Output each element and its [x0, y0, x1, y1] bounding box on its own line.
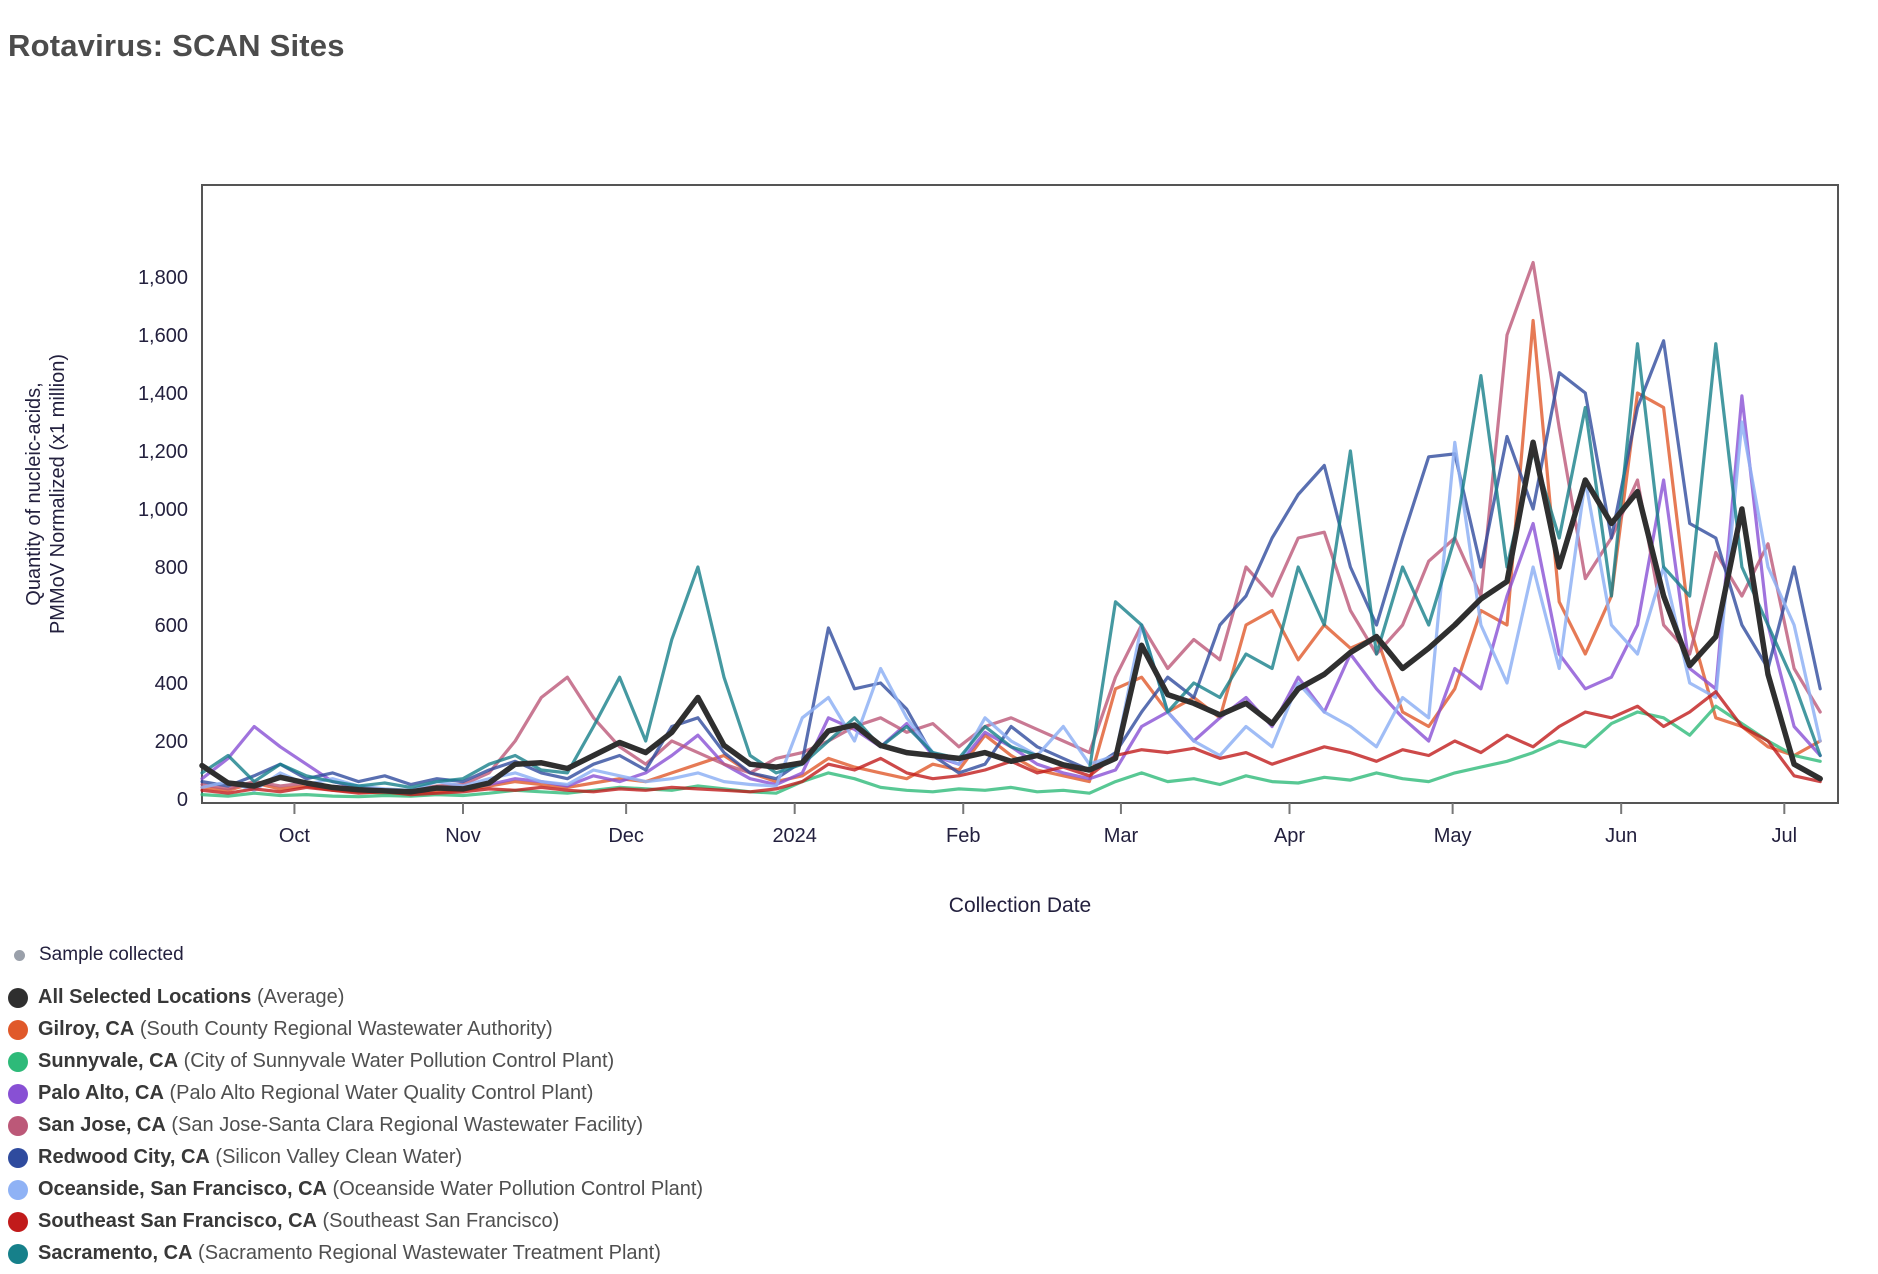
x-tick-label: Mar [1104, 825, 1139, 847]
legend-label-all-selected-locations: All Selected Locations (Average) [38, 986, 345, 1008]
y-tick-label: 600 [155, 615, 188, 637]
legend-label-sacramento-ca: Sacramento, CA (Sacramento Regional Wast… [38, 1242, 661, 1264]
legend-swatch-sunnyvale-ca [8, 1051, 28, 1072]
legend-item-sacramento-ca: Sacramento, CA (Sacramento Regional Wast… [8, 1242, 703, 1265]
series-line-redwood-city-ca [200, 339, 1822, 788]
legend-items: All Selected Locations (Average) Gilroy, … [8, 986, 703, 1265]
legend-label-sunnyvale-ca: Sunnyvale, CA (City of Sunnyvale Water P… [38, 1050, 615, 1072]
y-tick-label: 400 [155, 673, 188, 695]
y-tick-label: 800 [155, 557, 188, 579]
x-tick-label: 2024 [772, 825, 817, 847]
series-line-sacramento-ca [200, 342, 1822, 790]
legend-swatch-palo-alto-ca [8, 1083, 28, 1104]
legend-item-all-selected-locations: All Selected Locations (Average) [8, 986, 703, 1009]
legend-item-redwood-city-ca: Redwood City, CA (Silicon Valley Clean W… [8, 1146, 703, 1169]
y-tick-label: 1,200 [138, 441, 188, 463]
legend-label-southeast-san-francisco-ca: Southeast San Francisco, CA (Southeast S… [38, 1210, 560, 1232]
series-line-san-jose-ca [200, 260, 1822, 794]
legend-label-gilroy-ca: Gilroy, CA (South County Regional Wastew… [38, 1018, 553, 1040]
y-tick-label: 200 [155, 731, 188, 753]
legend-item-san-jose-ca: San Jose, CA (San Jose-Santa Clara Regio… [8, 1114, 703, 1137]
series-line-all-selected-locations [199, 439, 1823, 795]
legend-item-palo-alto-ca: Palo Alto, CA (Palo Alto Regional Water … [8, 1082, 703, 1105]
legend-label-san-jose-ca: San Jose, CA (San Jose-Santa Clara Regio… [38, 1114, 644, 1136]
legend-item-gilroy-ca: Gilroy, CA (South County Regional Wastew… [8, 1018, 703, 1041]
legend-swatch-gilroy-ca [8, 1019, 28, 1040]
y-axis-title: Quantity of nucleic-acids, [23, 382, 45, 605]
x-axis-title: Collection Date [949, 894, 1091, 917]
x-tick-label: Nov [445, 825, 481, 847]
y-tick-label: 1,600 [138, 325, 188, 347]
y-tick-label: 1,400 [138, 383, 188, 405]
x-tick-label: Oct [279, 825, 311, 847]
legend-label-redwood-city-ca: Redwood City, CA (Silicon Valley Clean W… [38, 1146, 463, 1168]
plot-area[interactable] [201, 184, 1839, 804]
legend-swatch-oceanside-san-francisco-ca [8, 1179, 28, 1200]
legend-swatch-all-selected-locations [8, 987, 28, 1008]
legend-swatch-southeast-san-francisco-ca [8, 1211, 28, 1232]
page-title: Rotavirus: SCAN Sites [8, 28, 345, 63]
x-tick-label: Feb [946, 825, 980, 847]
sample-collected-legend: Sample collected [14, 944, 703, 966]
x-tick-label: Jul [1772, 825, 1798, 847]
series-line-sunnyvale-ca [200, 704, 1822, 799]
x-tick-label: Jun [1605, 825, 1637, 847]
series-line-palo-alto-ca [200, 394, 1822, 794]
legend-item-southeast-san-francisco-ca: Southeast San Francisco, CA (Southeast S… [8, 1210, 703, 1233]
legend-label-oceanside-san-francisco-ca: Oceanside, San Francisco, CA (Oceanside … [38, 1178, 704, 1200]
x-tick-label: Apr [1274, 825, 1305, 847]
legend-item-oceanside-san-francisco-ca: Oceanside, San Francisco, CA (Oceanside … [8, 1178, 703, 1201]
rotavirus-line-chart: 0 200 400 600 800 1,000 1,200 1,400 1,600 1,800 Oc… [23, 184, 1839, 917]
y-axis-title: PMMoV Normalized (x1 million) [47, 354, 69, 634]
legend-swatch-sacramento-ca [8, 1243, 28, 1264]
legend-item-sunnyvale-ca: Sunnyvale, CA (City of Sunnyvale Water P… [8, 1050, 703, 1073]
y-tick-label: 0 [177, 789, 188, 811]
x-tick-label: Dec [608, 825, 644, 847]
sample-collected-dot-icon [14, 949, 25, 961]
x-tick-label: May [1434, 825, 1472, 847]
y-tick-label: 1,000 [138, 499, 188, 521]
chart-legend: Sample collected All Selected Locations … [8, 944, 703, 1274]
legend-swatch-redwood-city-ca [8, 1147, 28, 1168]
legend-swatch-san-jose-ca [8, 1115, 28, 1136]
series-line-oceanside-san-francisco-ca [200, 420, 1822, 792]
legend-label-palo-alto-ca: Palo Alto, CA (Palo Alto Regional Water … [38, 1082, 594, 1104]
series-line-gilroy-ca [200, 318, 1822, 796]
y-tick-label: 1,800 [138, 267, 188, 289]
sample-collected-label: Sample collected [39, 944, 184, 965]
